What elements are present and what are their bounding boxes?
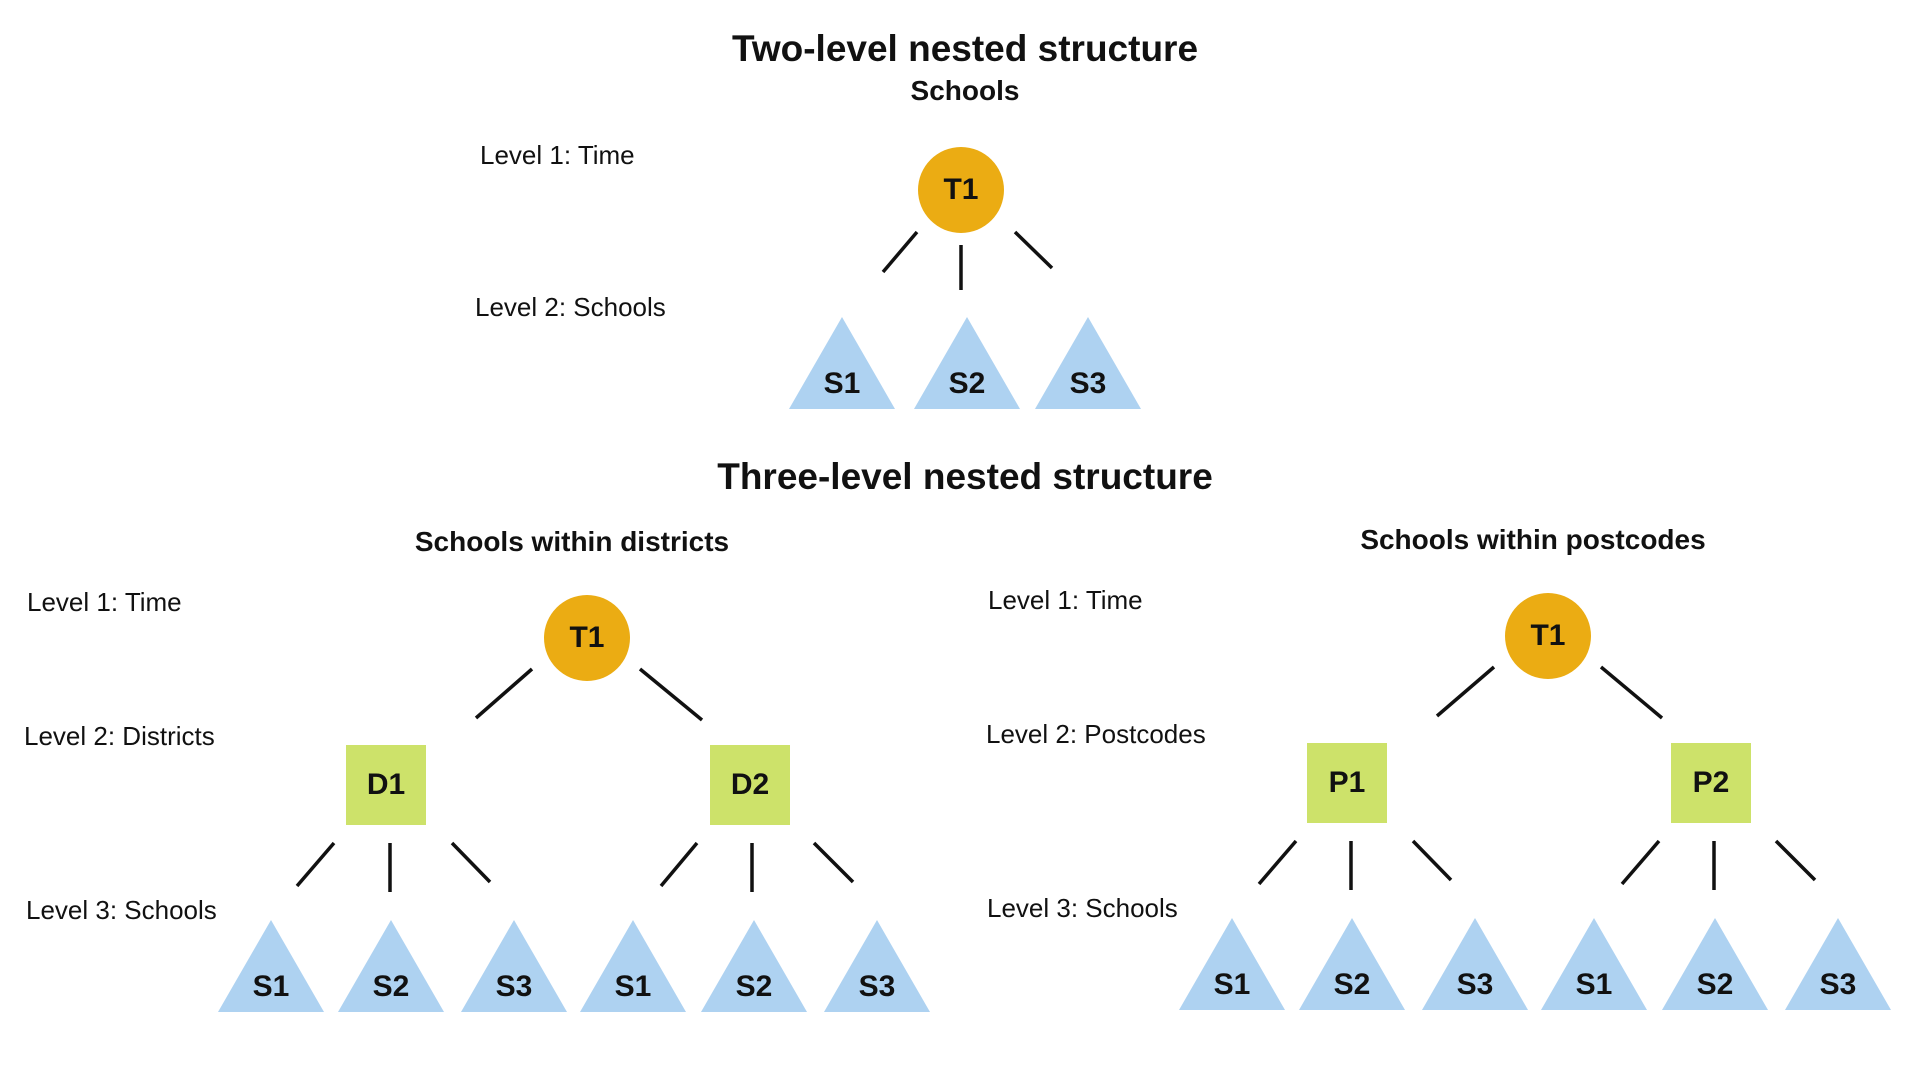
postcodes-label-2: Level 2: Postcodes: [986, 719, 1206, 749]
postcodes-label-1: Level 1: Time: [988, 585, 1143, 615]
districts-label-2: Level 2: Districts: [24, 721, 215, 751]
two-level-label-1: Level 1: Time: [480, 140, 635, 170]
two-level-title: Two-level nested structure: [731, 28, 1199, 69]
postcode-node: P1: [1307, 743, 1387, 823]
district-node: D1: [346, 745, 426, 825]
edge: [1599, 665, 1664, 720]
edge: [450, 841, 492, 884]
time-node: T1: [1505, 593, 1591, 679]
edge: [1774, 839, 1817, 882]
districts-subtitle: Schools within districts: [414, 526, 730, 557]
districts-label-1: Level 1: Time: [27, 587, 182, 617]
edge: [881, 230, 919, 274]
edge: [1620, 839, 1661, 886]
edge: [1013, 230, 1054, 270]
districts-label-3: Level 3: Schools: [26, 895, 217, 925]
edge: [1435, 665, 1496, 718]
edge: [1257, 839, 1298, 886]
edge: [659, 841, 699, 888]
postcodes-subtitle: Schools within postcodes: [1360, 524, 1706, 555]
edge: [295, 841, 336, 888]
two-level-subtitle: Schools: [910, 75, 1020, 106]
district-node: D2: [710, 745, 790, 825]
three-level-title: Three-level nested structure: [717, 456, 1213, 497]
edge: [812, 841, 855, 884]
postcodes-label-3: Level 3: Schools: [987, 893, 1178, 923]
edge: [1411, 839, 1453, 882]
time-node: T1: [544, 595, 630, 681]
edge: [474, 667, 534, 720]
two-level-label-2: Level 2: Schools: [475, 292, 666, 322]
time-node: T1: [918, 147, 1004, 233]
postcode-node: P2: [1671, 743, 1751, 823]
edge: [638, 667, 704, 722]
